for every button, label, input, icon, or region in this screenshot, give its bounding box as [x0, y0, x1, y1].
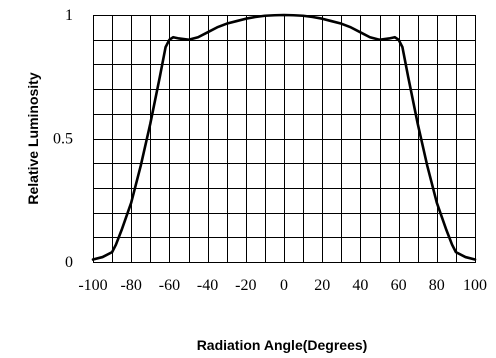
- y-tick-label: 0: [65, 254, 73, 271]
- x-tick-label: -60: [159, 277, 180, 294]
- x-tick-label: -80: [121, 277, 142, 294]
- x-axis-title: Radiation Angle(Degrees): [197, 337, 368, 353]
- x-tick-label: 60: [391, 277, 407, 294]
- x-tick-label: -40: [197, 277, 218, 294]
- luminosity-curve: [91, 13, 477, 261]
- y-tick-labels: 00.51: [53, 7, 73, 271]
- x-tick-label: -100: [78, 277, 107, 294]
- x-tick-labels: -100 -80 -60 -40 -20 0 20 40 60 80 100: [78, 277, 487, 294]
- x-tick-label: 0: [280, 277, 288, 294]
- y-axis-title: Relative Luminosity: [25, 72, 41, 204]
- x-tick-label: 40: [352, 277, 368, 294]
- x-tick-label: 80: [429, 277, 445, 294]
- x-tick-label: 20: [314, 277, 330, 294]
- x-tick-label: 100: [463, 277, 487, 294]
- grid: [93, 15, 476, 263]
- x-tick-label: -20: [235, 277, 256, 294]
- y-tick-label: 0.5: [53, 131, 73, 148]
- y-tick-label: 1: [65, 7, 73, 24]
